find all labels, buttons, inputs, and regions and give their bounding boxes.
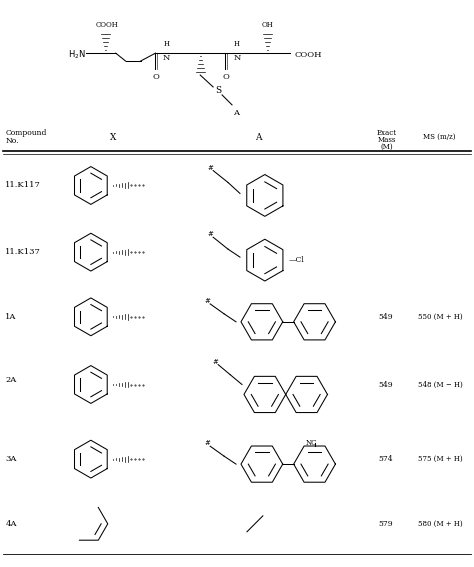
Text: N: N: [163, 54, 170, 62]
Text: 2A: 2A: [5, 375, 17, 383]
Text: Mass: Mass: [378, 136, 396, 143]
Text: 580 (M + H): 580 (M + H): [419, 520, 463, 528]
Text: Compound: Compound: [5, 129, 47, 137]
Text: 574: 574: [379, 455, 393, 463]
Text: 4A: 4A: [5, 520, 17, 528]
Text: Exact: Exact: [377, 129, 397, 137]
Text: 3A: 3A: [5, 455, 17, 463]
Text: COOH: COOH: [295, 51, 322, 59]
Text: 579: 579: [379, 520, 393, 528]
Text: A: A: [233, 109, 239, 117]
Text: A: A: [255, 133, 261, 142]
Text: H: H: [234, 40, 240, 48]
Text: 1A: 1A: [5, 313, 17, 321]
Text: O: O: [223, 73, 229, 81]
Text: COOH: COOH: [95, 21, 118, 29]
Text: 549: 549: [379, 380, 393, 388]
Text: 548 (M − H): 548 (M − H): [419, 380, 463, 388]
Text: X: X: [109, 133, 116, 142]
Text: #: #: [204, 297, 210, 305]
Text: 575 (M + H): 575 (M + H): [419, 455, 463, 463]
Text: N: N: [233, 54, 241, 62]
Text: #: #: [207, 163, 213, 172]
Text: S: S: [215, 86, 221, 95]
Text: 550 (M + H): 550 (M + H): [419, 313, 463, 321]
Text: No.: No.: [5, 137, 19, 145]
Text: (M): (M): [381, 143, 393, 151]
Text: #: #: [212, 358, 218, 366]
Text: #: #: [207, 230, 213, 238]
Text: 11.K117: 11.K117: [5, 181, 41, 189]
Text: —Cl: —Cl: [289, 256, 304, 264]
Text: MS (m/z): MS (m/z): [422, 133, 455, 141]
Text: NC: NC: [306, 439, 317, 447]
Text: #: #: [204, 439, 210, 447]
Text: 11.K137: 11.K137: [5, 248, 41, 256]
Text: H: H: [164, 40, 169, 48]
Text: O: O: [152, 73, 159, 81]
Text: OH: OH: [262, 21, 273, 29]
Text: $\mathrm{H_2N}$: $\mathrm{H_2N}$: [68, 49, 86, 61]
Text: 549: 549: [379, 313, 393, 321]
